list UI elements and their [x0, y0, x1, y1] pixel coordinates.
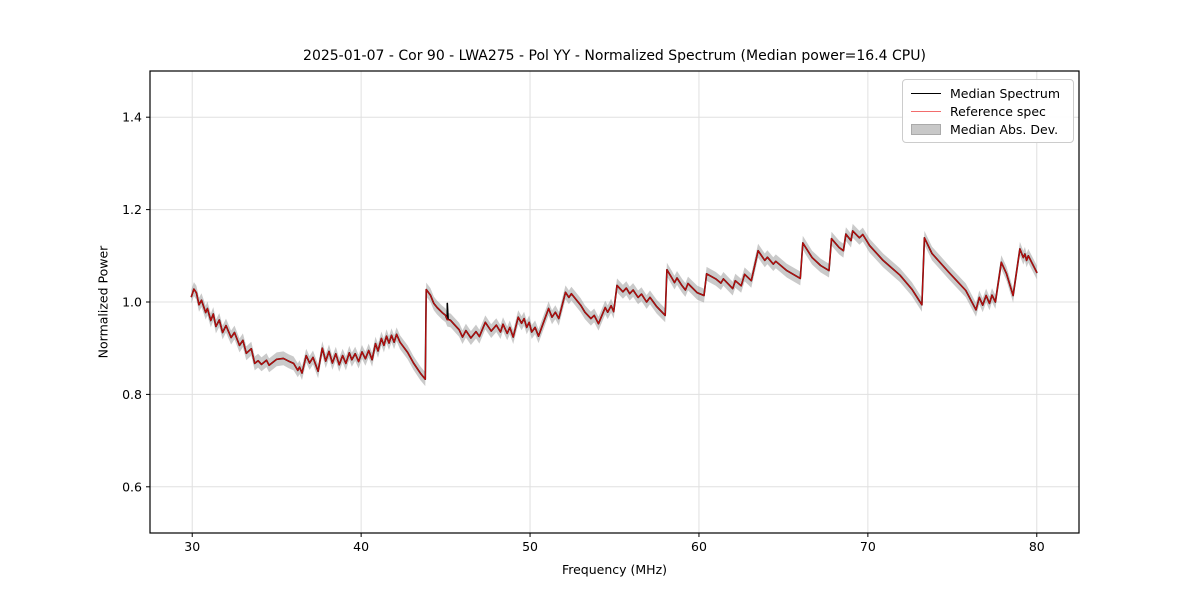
- x-tick-label: 40: [353, 539, 369, 554]
- y-tick-label: 0.6: [122, 479, 142, 494]
- median-abs-dev-patch-swatch: [911, 123, 941, 135]
- median-spectrum-line-swatch: [911, 92, 941, 94]
- x-axis-label: Frequency (MHz): [561, 562, 668, 577]
- legend-label: Median Abs. Dev.: [950, 121, 1059, 137]
- reference-spec-line: [190, 230, 1038, 380]
- legend-label: Reference spec: [950, 103, 1046, 119]
- x-tick-label: 50: [522, 539, 538, 554]
- y-tick-label: 1.0: [122, 295, 142, 310]
- legend-item-median-spectrum: Median Spectrum: [911, 84, 1065, 102]
- chart-title: 2025-01-07 - Cor 90 - LWA275 - Pol YY - …: [303, 48, 926, 64]
- y-tick-label: 0.8: [122, 387, 142, 402]
- reference-spec-line-swatch: [911, 110, 941, 112]
- legend-item-median-abs-dev: Median Abs. Dev.: [911, 120, 1065, 138]
- y-axis-label: Normalized Power: [95, 245, 111, 359]
- y-tick-label: 1.4: [122, 110, 142, 125]
- y-tick-label: 1.2: [122, 202, 142, 217]
- x-tick-label: 60: [691, 539, 707, 554]
- x-tick-label: 70: [860, 539, 876, 554]
- x-tick-label: 30: [184, 539, 200, 554]
- x-tick-label: 80: [1029, 539, 1045, 554]
- legend: Median Spectrum Reference spec Median Ab…: [902, 79, 1074, 143]
- legend-label: Median Spectrum: [950, 85, 1061, 101]
- legend-item-reference-spec: Reference spec: [911, 102, 1065, 120]
